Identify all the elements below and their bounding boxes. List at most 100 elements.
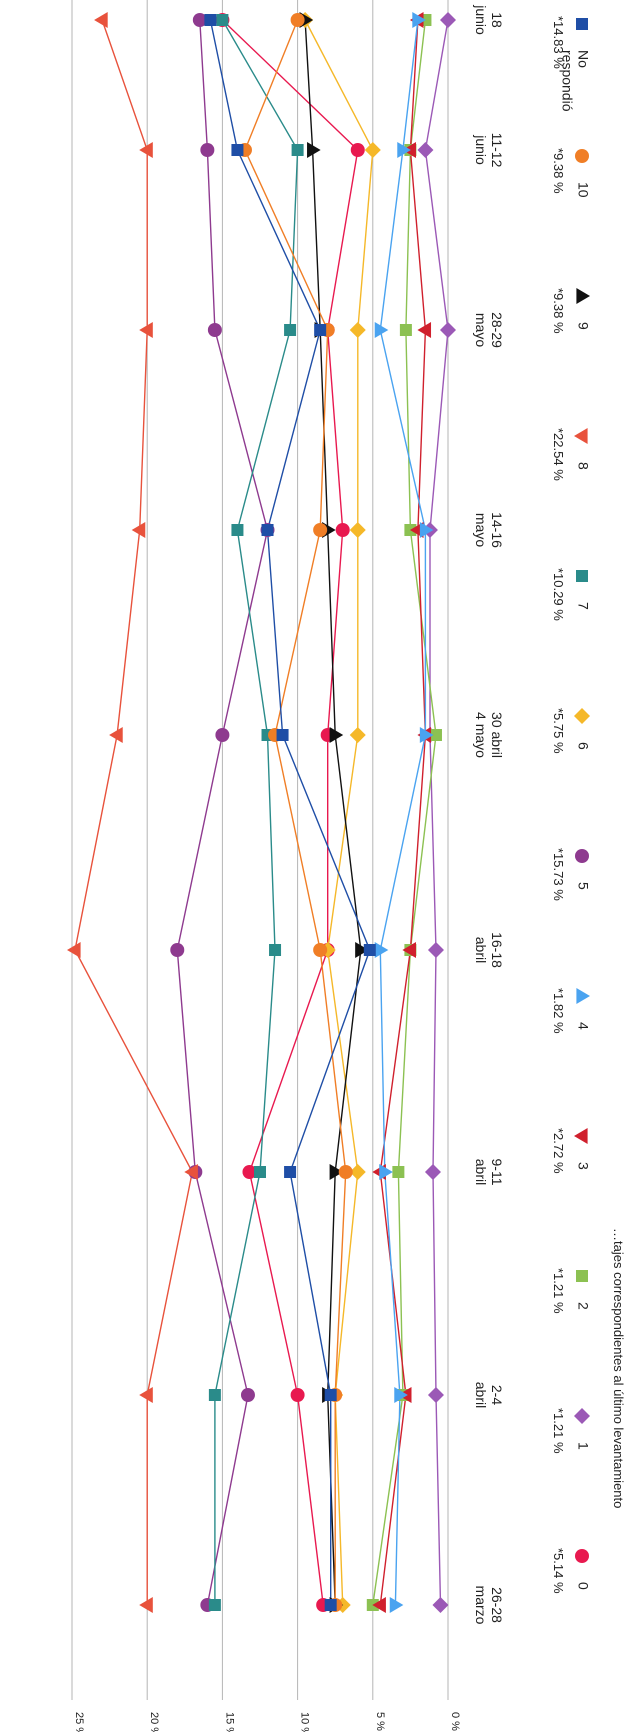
series-markers [67, 12, 456, 1613]
x-category-text: 28-29 [489, 312, 505, 348]
legend-value: *15.73 % [551, 848, 566, 901]
data-point-s7-c1 [208, 1389, 221, 1401]
legend-label: 8 [575, 462, 591, 470]
x-category-text: 30 abril [489, 712, 505, 758]
legend-marker [575, 149, 589, 163]
y-tick-label: 0 % [449, 1712, 461, 1731]
data-point-s1-c2 [424, 1164, 441, 1180]
data-point-s4-c8 [412, 12, 426, 28]
data-point-s8-c5 [131, 522, 146, 538]
data-point-s11-c0 [324, 1599, 337, 1611]
legend-marker [574, 428, 588, 444]
legend-item-0: *5.14 % 0 [551, 1548, 591, 1594]
data-point-s8-c2 [184, 1164, 198, 1180]
legend-label: 2 [575, 1302, 591, 1310]
legend-label: 4 [575, 1022, 591, 1030]
x-category-text: 4 mayo [473, 712, 489, 758]
legend-item-4: *1.82 % 4 [551, 988, 591, 1034]
data-point-s4-c2 [379, 1164, 393, 1180]
legend-value: *14.83 % [551, 16, 566, 69]
data-point-s2-c2 [392, 1166, 405, 1178]
series-line-1 [424, 19, 449, 1606]
data-point-s1-c3 [427, 942, 444, 958]
data-point-s1-c1 [427, 1387, 444, 1403]
data-point-s0-c1 [290, 1388, 305, 1402]
legend-label: 0 [575, 1582, 591, 1590]
series-line-3 [379, 19, 427, 1606]
data-point-s4-c5 [419, 522, 434, 538]
data-point-s7-c3 [269, 944, 282, 956]
data-point-s11-c8 [204, 14, 217, 26]
data-point-s11-c2 [284, 1166, 297, 1178]
data-point-s4-c4 [419, 727, 434, 743]
legend-marker [574, 1128, 588, 1144]
legend-label: 5 [575, 882, 591, 890]
data-point-s3-c3 [402, 942, 416, 958]
data-point-s11-c7 [231, 144, 244, 156]
data-point-s11-c4 [276, 729, 289, 741]
data-point-s10-c2 [338, 1165, 353, 1179]
y-axis-ticks: 0 % 5 % 10 % 15 % 20 % 25 % [73, 1712, 461, 1732]
legend-marker [574, 1408, 590, 1424]
legend-value: *1.82 % [551, 988, 566, 1034]
data-point-s6-c2 [349, 1164, 366, 1180]
data-point-s11-c5 [261, 524, 274, 536]
x-category-text: mayo [473, 313, 489, 347]
data-point-s6-c4 [349, 727, 366, 743]
x-category-text: 18 [489, 12, 505, 28]
data-point-s1-c8 [440, 12, 456, 28]
x-category-text: 9-11 [489, 1159, 505, 1186]
legend-label: 7 [575, 602, 591, 610]
x-category-text: abril [473, 1159, 489, 1185]
data-point-s0-c7 [350, 143, 365, 157]
legend-item-8: *22.54 % 8 [551, 428, 591, 481]
data-point-s5-c7 [200, 143, 215, 157]
data-point-s8-c0 [139, 1597, 153, 1613]
data-point-s7-c0 [208, 1599, 221, 1611]
legend-value: *2.72 % [551, 1128, 566, 1174]
data-point-s1-c0 [432, 1597, 449, 1613]
data-point-s9-c2 [329, 1164, 344, 1180]
data-point-s0-c2 [242, 1165, 257, 1179]
legend-label: 3 [575, 1162, 591, 1170]
y-tick-label: 10 % [299, 1712, 311, 1732]
data-point-s4-c0 [389, 1597, 404, 1613]
legend-marker [574, 708, 590, 724]
data-point-s11-c6 [314, 324, 327, 336]
data-point-s8-c6 [139, 322, 153, 338]
data-point-s2-c4 [429, 729, 442, 741]
legend-marker [576, 988, 590, 1004]
data-point-s9-c7 [307, 142, 321, 158]
data-point-s6-c6 [349, 322, 366, 338]
legend-item-2: *1.21 % 2 [551, 1268, 591, 1314]
data-point-s1-c6 [440, 322, 456, 338]
legend-item-6: *5.75 % 6 [551, 708, 591, 754]
data-point-s8-c1 [139, 1387, 153, 1403]
data-point-s4-c6 [374, 322, 389, 338]
data-point-s7-c5 [231, 524, 244, 536]
legend-value: *10.29 % [551, 568, 566, 621]
legend-value: *5.14 % [551, 1548, 566, 1594]
legend-item-10: *9.38 % 10 [551, 148, 591, 198]
data-point-s7-c2 [254, 1166, 266, 1178]
legend-marker [575, 849, 589, 863]
series-lines [74, 19, 449, 1606]
data-point-s8-c4 [109, 727, 123, 743]
data-point-s3-c0 [372, 1597, 386, 1613]
x-category-text: abril [473, 937, 489, 963]
legend-item-9: *9.38 % 9 [551, 288, 591, 334]
data-point-s5-c1 [240, 1388, 255, 1402]
x-category-text: mayo [473, 513, 489, 547]
data-point-s11-c3 [363, 944, 376, 956]
legend-item-7: *10.29 % 7 [551, 568, 591, 621]
legend-value: *9.38 % [551, 288, 566, 334]
footnote-text: …tajes correspondientes al último levant… [611, 1228, 626, 1508]
data-point-s4-c3 [374, 942, 389, 958]
data-point-s1-c7 [417, 142, 434, 158]
